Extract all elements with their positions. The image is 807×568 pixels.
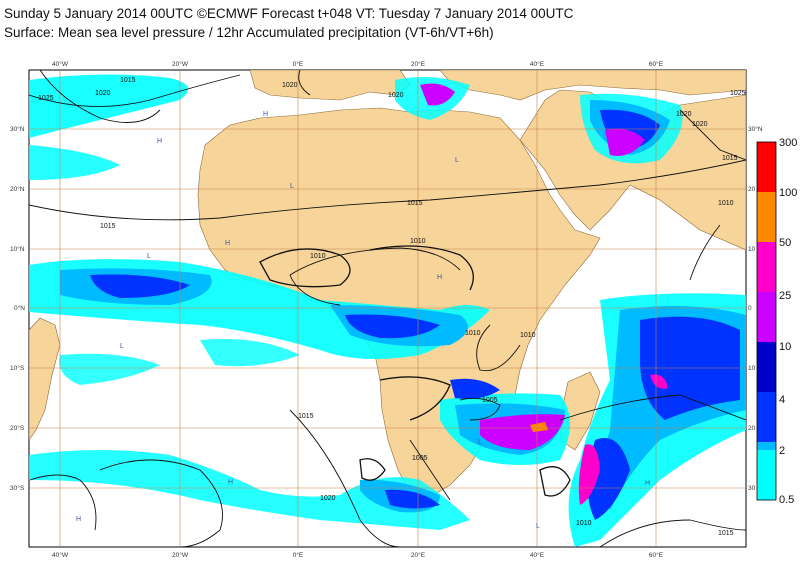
legend-label: 300 — [779, 137, 797, 149]
lon-label: 60°E — [649, 551, 664, 559]
lat-label: 20°S — [10, 424, 25, 432]
legend-label: 50 — [779, 237, 791, 249]
lon-labels-top: 40°W 20°W 0°E 20°E 40°E 60°E — [52, 60, 664, 68]
country-borders — [259, 245, 571, 497]
isobar-label: 1015 — [120, 77, 136, 84]
legend-swatch — [757, 342, 776, 392]
lat-label: 10 — [748, 246, 756, 253]
isobar-label: 1010 — [310, 253, 326, 260]
high-pressure-marker: H — [437, 274, 442, 281]
lat-labels-left: 30°N 20°N 10°N 0°N 10°S 20°S 30°S — [10, 125, 25, 492]
lon-label: 40°W — [52, 60, 69, 68]
lat-labels-right: 30°N 20 10 0 10 20 30 — [748, 125, 763, 492]
isobar-labels: 1015 1020 1025 1020 1020 1015 1015 1010 … — [38, 77, 746, 537]
lon-label: 0°E — [293, 551, 304, 559]
lat-label: 30°N — [748, 125, 763, 133]
isobar-label: 1010 — [576, 520, 592, 527]
lon-label: 0°E — [293, 60, 304, 68]
legend-label: 10 — [779, 341, 791, 353]
legend-label: 100 — [779, 187, 797, 199]
lon-label: 20°E — [411, 60, 426, 68]
isobars — [29, 70, 746, 547]
legend-swatch — [757, 192, 776, 242]
legend-label: 4 — [779, 394, 785, 406]
legend-swatch — [757, 292, 776, 342]
low-pressure-marker: L — [120, 343, 124, 350]
precipitation-legend: 300 100 50 25 10 4 2 0.5 — [756, 137, 797, 506]
legend-label: 0.5 — [779, 494, 794, 506]
lat-label: 20 — [748, 186, 756, 193]
lon-labels-bottom: 40°W 20°W 0°E 20°E 40°E 60°E — [52, 551, 664, 559]
lon-label: 60°E — [649, 60, 664, 68]
isobar-label: 1025 — [730, 90, 746, 97]
high-pressure-marker: H — [157, 138, 162, 145]
lon-label: 20°W — [172, 60, 189, 68]
lat-label: 10°N — [10, 245, 25, 253]
title-line-2: Surface: Mean sea level pressure / 12hr … — [4, 25, 494, 40]
south-america-landmass — [29, 317, 61, 441]
isobar-label: 1025 — [38, 95, 54, 102]
isobar-label: 1015 — [718, 530, 734, 537]
lat-label: 20°N — [10, 185, 25, 193]
lon-label: 40°E — [530, 551, 545, 559]
isobar-label: 1010 — [718, 200, 734, 207]
isobar-label: 1010 — [465, 330, 481, 337]
graticule — [29, 70, 746, 547]
legend-label: 25 — [779, 290, 791, 302]
low-pressure-marker: L — [536, 523, 540, 530]
lat-label: 30°N — [10, 125, 25, 133]
isobar-label: 1015 — [407, 200, 423, 207]
legend-swatch — [757, 450, 776, 500]
pressure-centers: H H H H H H H L L L L L L — [76, 111, 650, 530]
eastern-europe-landmass — [439, 70, 746, 101]
low-pressure-marker: L — [478, 439, 482, 446]
isobar-label: 1020 — [692, 121, 708, 128]
isobar-label: 1020 — [676, 111, 692, 118]
lat-label: 0°N — [14, 304, 25, 312]
low-pressure-marker: L — [290, 183, 294, 190]
lat-label: 0 — [748, 305, 752, 312]
isobar-label: 1010 — [520, 332, 536, 339]
legend-swatch — [757, 242, 776, 292]
isobar-label: 1010 — [410, 238, 426, 245]
low-pressure-marker: L — [455, 157, 459, 164]
lon-label: 20°E — [411, 551, 426, 559]
low-pressure-marker: L — [147, 253, 151, 260]
europe-landmass — [249, 70, 411, 101]
high-pressure-marker: H — [645, 480, 650, 487]
lat-label: 30 — [748, 485, 756, 492]
isobar-label: 1005 — [412, 455, 428, 462]
legend-swatch — [757, 142, 776, 192]
isobar-label: 1005 — [482, 397, 498, 404]
lat-label: 10 — [748, 365, 756, 372]
isobar-label: 1020 — [95, 90, 111, 97]
high-pressure-marker: H — [225, 240, 230, 247]
isobar-label: 1020 — [320, 495, 336, 502]
arabia-landmass — [519, 89, 746, 251]
lat-label: 10°S — [10, 364, 25, 372]
isobar-label: 1015 — [298, 413, 314, 420]
legend-swatch — [757, 392, 776, 442]
isobar-label: 1020 — [282, 82, 298, 89]
high-pressure-marker: H — [76, 516, 81, 523]
high-pressure-marker: H — [228, 479, 233, 486]
title-line-1: Sunday 5 January 2014 00UTC ©ECMWF Forec… — [4, 6, 574, 21]
isobar-label: 1015 — [722, 155, 738, 162]
lat-label: 20 — [748, 425, 756, 432]
high-pressure-marker: H — [263, 111, 268, 118]
lon-label: 20°W — [172, 551, 189, 559]
lon-label: 40°E — [530, 60, 545, 68]
lon-label: 40°W — [52, 551, 69, 559]
legend-label: 2 — [779, 445, 785, 457]
isobar-label: 1020 — [388, 92, 404, 99]
isobar-label: 1015 — [100, 223, 116, 230]
lat-label: 30°S — [10, 484, 25, 492]
